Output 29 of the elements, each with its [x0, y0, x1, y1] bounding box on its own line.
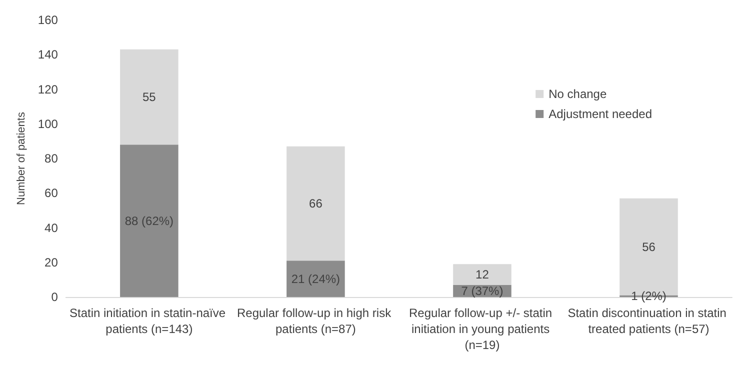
legend-label: Adjustment needed	[548, 107, 652, 121]
data-label: 56	[642, 240, 656, 254]
y-tick-label: 80	[44, 152, 58, 166]
legend-label: No change	[548, 87, 607, 101]
bar	[453, 264, 512, 285]
data-label: 55	[142, 90, 156, 104]
y-tick-label: 40	[44, 220, 58, 235]
x-tick-label: Statin discontinuation in statin treated patients (n=57)	[568, 306, 730, 336]
y-tick-label: 160	[38, 13, 58, 27]
data-label: 66	[309, 196, 323, 211]
y-tick-label: 20	[44, 255, 58, 270]
y-tick-label: 0	[51, 290, 58, 304]
x-tick-label: Regular follow-up in high risk patients (n=87)	[237, 306, 394, 336]
data-label: 7 (37%)	[461, 284, 504, 298]
x-tick-label: Statin initiation in statin-naïve patients (n=143)	[69, 306, 229, 336]
y-tick-label: 100	[38, 116, 58, 131]
data-label: 88 (62%)	[124, 214, 174, 228]
x-tick-label: Regular follow-up +/- statin initiation in young patients (n=19)	[409, 306, 556, 352]
y-tick-label: 140	[38, 48, 58, 62]
data-label: 21 (24%)	[291, 272, 340, 286]
data-label: 1 (2%)	[631, 289, 666, 304]
y-tick-label: 60	[44, 186, 58, 200]
data-label: 12	[476, 267, 490, 282]
bar	[120, 144, 178, 297]
y-tick-label: 120	[38, 82, 58, 96]
bar	[286, 260, 345, 297]
bar	[286, 146, 345, 261]
y-axis-title: Number of patients	[16, 112, 28, 205]
bar	[120, 49, 178, 145]
